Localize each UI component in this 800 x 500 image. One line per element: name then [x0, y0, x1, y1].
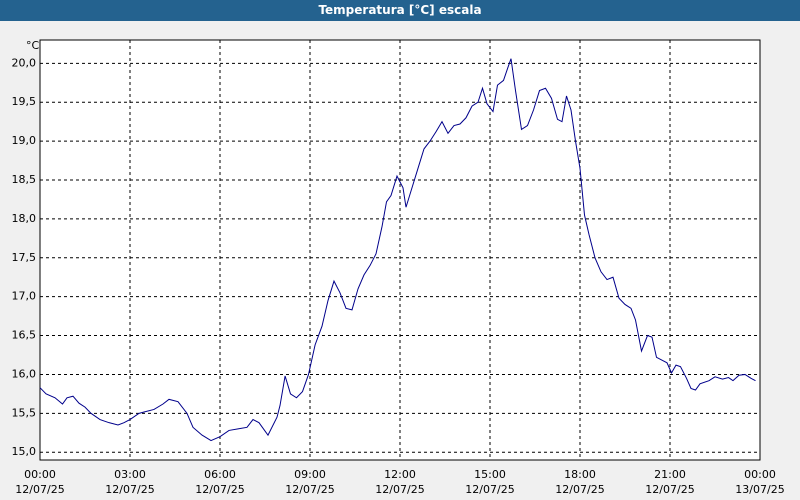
- y-tick-label: 20,0: [12, 56, 37, 69]
- y-tick-label: 19,5: [12, 95, 37, 108]
- x-tick-label: 12:00: [384, 468, 416, 481]
- x-tick-label: 06:00: [204, 468, 236, 481]
- x-tick-date: 12/07/25: [555, 483, 604, 496]
- x-tick-label: 03:00: [114, 468, 146, 481]
- chart-title: Temperatura [°C] escala: [0, 0, 800, 21]
- y-tick-label: 15,5: [12, 406, 37, 419]
- y-tick-label: 15,0: [12, 445, 37, 458]
- x-tick-date: 12/07/25: [15, 483, 64, 496]
- x-tick-label: 00:00: [24, 468, 56, 481]
- x-tick-date: 12/07/25: [465, 483, 514, 496]
- x-tick-label: 18:00: [564, 468, 596, 481]
- line: [39, 58, 756, 442]
- x-tick-label: 21:00: [654, 468, 686, 481]
- x-tick-date: 13/07/25: [735, 483, 784, 496]
- y-tick-label: 16,0: [12, 367, 37, 380]
- y-tick-label: 18,0: [12, 212, 37, 225]
- x-tick-date: 12/07/25: [285, 483, 334, 496]
- x-tick-label: 00:00: [744, 468, 776, 481]
- y-axis-label: °C: [26, 39, 40, 52]
- x-tick-date: 12/07/25: [645, 483, 694, 496]
- x-tick-label: 09:00: [294, 468, 326, 481]
- y-tick-label: 17,5: [12, 251, 37, 264]
- y-tick-label: 17,0: [12, 290, 37, 303]
- x-tick-date: 12/07/25: [195, 483, 244, 496]
- x-tick-label: 15:00: [474, 468, 506, 481]
- y-tick-label: 18,5: [12, 173, 37, 186]
- x-tick-date: 12/07/25: [375, 483, 424, 496]
- y-tick-label: 16,5: [12, 329, 37, 342]
- x-tick-date: 12/07/25: [105, 483, 154, 496]
- y-tick-label: 19,0: [12, 134, 37, 147]
